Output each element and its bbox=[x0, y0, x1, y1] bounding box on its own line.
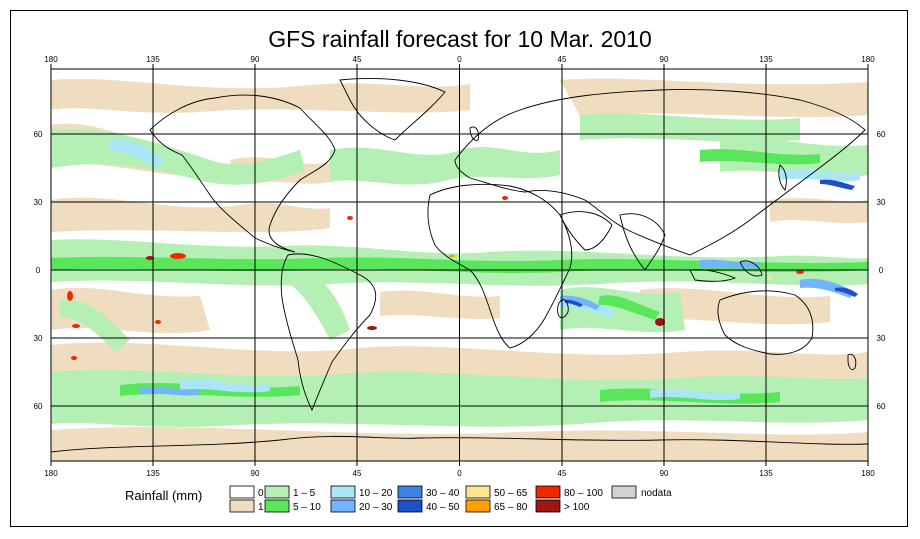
lon-label-top: 0 bbox=[457, 55, 462, 64]
legend-swatch bbox=[264, 499, 290, 513]
legend-swatch bbox=[611, 485, 637, 499]
lat-label-right: 30 bbox=[877, 334, 886, 343]
lon-label-top: 180 bbox=[44, 55, 58, 64]
legend-label: 1 – 5 bbox=[293, 488, 316, 499]
legend-swatch bbox=[535, 485, 561, 499]
legend-swatch bbox=[465, 485, 491, 499]
lon-label-bottom: 135 bbox=[146, 469, 160, 478]
legend-swatch bbox=[397, 499, 423, 513]
lon-label-top: 135 bbox=[759, 55, 773, 64]
lat-label-left: 30 bbox=[34, 334, 43, 343]
lon-label-bottom: 180 bbox=[861, 469, 875, 478]
lon-label-bottom: 90 bbox=[251, 469, 260, 478]
legend-swatch bbox=[330, 485, 356, 499]
lon-label-top: 135 bbox=[146, 55, 160, 64]
legend-label: 20 – 30 bbox=[359, 502, 393, 513]
legend-label: > 100 bbox=[564, 502, 590, 513]
lon-label-bottom: 0 bbox=[457, 469, 462, 478]
legend-swatch bbox=[397, 485, 423, 499]
legend-swatch bbox=[330, 499, 356, 513]
legend-swatch bbox=[229, 499, 255, 513]
lat-label-right: 60 bbox=[877, 402, 886, 411]
legend-label: 1 bbox=[258, 502, 264, 513]
legend-label: 30 – 40 bbox=[426, 488, 460, 499]
lon-ticks bbox=[50, 64, 869, 466]
lon-label-bottom: 90 bbox=[660, 469, 669, 478]
lon-label-bottom: 180 bbox=[44, 469, 58, 478]
graticule bbox=[51, 69, 868, 461]
legend-swatch bbox=[535, 499, 561, 513]
legend-label: nodata bbox=[641, 488, 672, 499]
legend-swatch bbox=[229, 485, 255, 499]
legend-label: 0 bbox=[258, 488, 264, 499]
legend-label: 80 – 100 bbox=[564, 488, 603, 499]
lat-label-right: 0 bbox=[879, 266, 884, 275]
lon-label-top: 180 bbox=[861, 55, 875, 64]
legend-swatch bbox=[465, 499, 491, 513]
legend-title: Rainfall (mm) bbox=[125, 488, 202, 503]
legend-label: 40 – 50 bbox=[426, 502, 460, 513]
legend-label: 5 – 10 bbox=[293, 502, 321, 513]
lon-label-bottom: 45 bbox=[558, 469, 567, 478]
lat-label-left: 60 bbox=[34, 130, 43, 139]
lon-label-bottom: 45 bbox=[353, 469, 362, 478]
lat-label-left: 30 bbox=[34, 198, 43, 207]
map-title: GFS rainfall forecast for 10 Mar. 2010 bbox=[268, 26, 652, 52]
legend-label: 10 – 20 bbox=[359, 488, 393, 499]
lat-label-right: 30 bbox=[877, 198, 886, 207]
coastlines bbox=[51, 78, 868, 453]
figure-frame bbox=[10, 10, 908, 527]
lon-label-top: 90 bbox=[660, 55, 669, 64]
lat-label-right: 60 bbox=[877, 130, 886, 139]
lat-label-left: 60 bbox=[34, 402, 43, 411]
lat-label-left: 0 bbox=[36, 266, 41, 275]
lon-label-bottom: 135 bbox=[759, 469, 773, 478]
legend-label: 50 – 65 bbox=[494, 488, 528, 499]
legend-swatch bbox=[264, 485, 290, 499]
lon-label-top: 45 bbox=[558, 55, 567, 64]
lon-label-top: 45 bbox=[353, 55, 362, 64]
lon-label-top: 90 bbox=[251, 55, 260, 64]
legend-label: 65 – 80 bbox=[494, 502, 528, 513]
